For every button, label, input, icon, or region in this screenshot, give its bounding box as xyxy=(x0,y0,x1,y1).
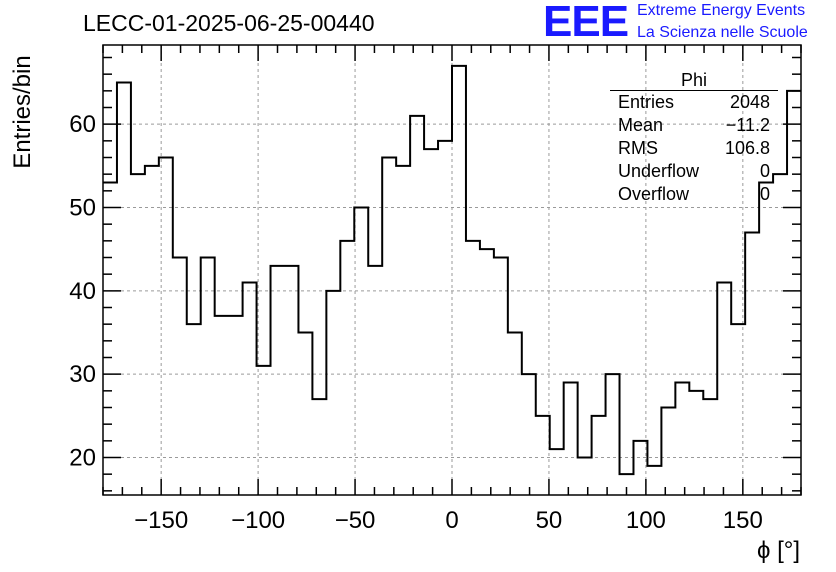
stats-value: 0 xyxy=(759,161,770,181)
stats-row-overflow: Overflow 0 xyxy=(610,183,778,206)
histogram-bin xyxy=(340,241,354,495)
y-tick-label: 20 xyxy=(69,445,96,472)
histogram-bin xyxy=(731,324,745,495)
run-title: LECC-01-2025-06-25-00440 xyxy=(83,10,375,36)
histogram-bin xyxy=(173,258,187,496)
histogram-bin xyxy=(131,174,145,495)
histogram-bin xyxy=(536,416,550,495)
histogram-bin xyxy=(550,449,564,495)
histogram-bin xyxy=(326,291,340,495)
stats-row-entries: Entries 2048 xyxy=(610,91,778,114)
x-tick-label: 0 xyxy=(445,507,458,534)
y-tick-label: 30 xyxy=(69,361,96,388)
histogram-bin xyxy=(298,333,312,496)
histogram-bin xyxy=(703,399,717,495)
stats-value: −11.2 xyxy=(725,115,770,135)
stats-value: 106.8 xyxy=(724,138,770,158)
histogram-bin xyxy=(773,174,787,495)
y-axis-label: Entries/bin xyxy=(9,55,36,168)
histogram-bin xyxy=(187,324,201,495)
eee-logo: EEE xyxy=(543,0,629,46)
histogram-outline xyxy=(103,64,801,476)
histogram-bin xyxy=(410,116,424,495)
axis-ticks xyxy=(102,45,802,495)
histogram-bin xyxy=(284,266,298,495)
histogram-series xyxy=(103,64,801,496)
histogram-bin xyxy=(494,258,508,496)
histogram-bin xyxy=(564,383,578,496)
stats-key: Overflow xyxy=(618,184,690,204)
y-tick-label: 60 xyxy=(69,111,96,138)
histogram-bin xyxy=(201,258,215,496)
histogram-bin xyxy=(661,408,675,496)
stats-value: 0 xyxy=(759,184,770,204)
histogram-bin xyxy=(424,149,438,495)
histogram-bin xyxy=(606,374,620,495)
histogram-bin xyxy=(480,249,494,495)
x-tick-label: 50 xyxy=(536,507,563,534)
histogram-bin xyxy=(466,241,480,495)
histogram-bin xyxy=(592,416,606,495)
stats-value: 2048 xyxy=(729,92,770,112)
histogram-bin xyxy=(215,316,229,495)
stats-box: Phi Entries 2048 Mean −11.2 RMS 106.8 Un… xyxy=(610,70,778,206)
histogram-bin xyxy=(452,66,466,495)
stats-row-rms: RMS 106.8 xyxy=(610,137,778,160)
histogram-bin xyxy=(508,333,522,496)
logo-subtitle-line1: Extreme Energy Events xyxy=(637,2,806,19)
histogram-bin xyxy=(145,166,159,495)
histogram-bin xyxy=(243,283,257,496)
stats-key: Entries xyxy=(618,92,675,112)
histogram-bin xyxy=(396,166,410,495)
histogram-bin xyxy=(257,366,271,495)
y-tick-label: 50 xyxy=(69,195,96,222)
logo-subtitle-line2: La Scienza nelle Scuole xyxy=(637,24,808,41)
stats-row-underflow: Underflow 0 xyxy=(610,160,778,183)
histogram-bin xyxy=(745,233,759,496)
histogram-bin xyxy=(689,391,703,495)
histogram-bin xyxy=(675,383,689,496)
histogram-bin xyxy=(578,458,592,496)
histogram-bin xyxy=(229,316,243,495)
histogram-bin xyxy=(759,183,773,496)
tick-labels: −150 −100 −50 0 50 100 150 20 30 40 50 60 xyxy=(69,111,763,534)
stats-title: Phi xyxy=(610,70,778,91)
histogram-bin xyxy=(354,208,368,496)
stats-row-mean: Mean −11.2 xyxy=(610,114,778,137)
x-tick-label: −150 xyxy=(134,507,188,534)
histogram-bin xyxy=(368,266,382,495)
x-tick-label: 150 xyxy=(723,507,763,534)
histogram-bin xyxy=(312,399,326,495)
stats-key: Mean xyxy=(618,115,664,135)
histogram-bin xyxy=(117,83,131,496)
x-axis-label: ϕ [°] xyxy=(757,537,800,564)
x-tick-label: 100 xyxy=(626,507,666,534)
x-tick-label: −100 xyxy=(231,507,285,534)
histogram-bin xyxy=(647,466,661,495)
histogram-bin xyxy=(522,374,536,495)
histogram-bin xyxy=(382,158,396,496)
histogram-bin xyxy=(787,91,801,495)
x-tick-label: −50 xyxy=(335,507,376,534)
histogram-bin xyxy=(438,141,452,495)
stats-key: RMS xyxy=(618,138,658,158)
histogram-bin xyxy=(717,283,731,496)
y-tick-label: 40 xyxy=(69,278,96,305)
stats-key: Underflow xyxy=(618,161,700,181)
histogram-bin xyxy=(271,266,285,495)
histogram-bin xyxy=(103,183,117,496)
